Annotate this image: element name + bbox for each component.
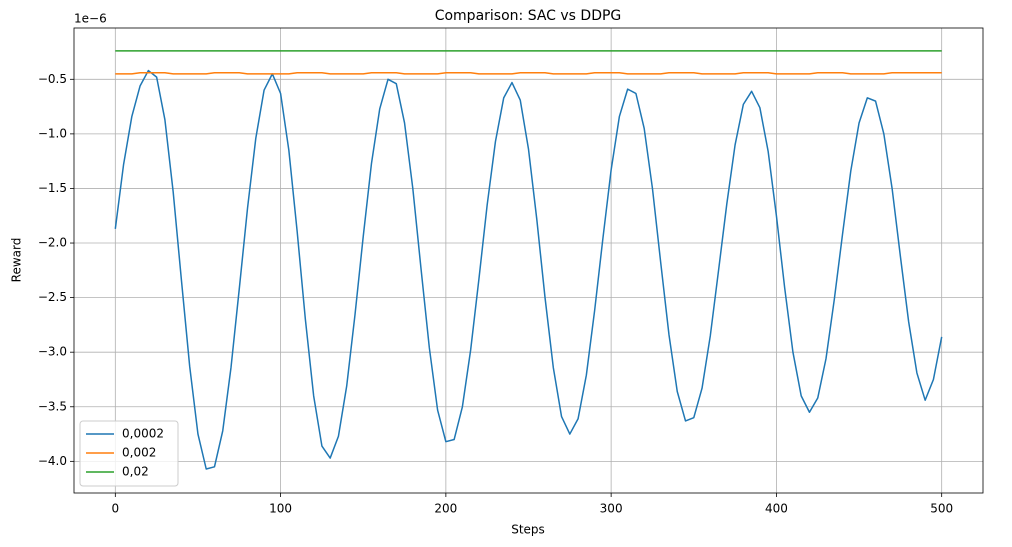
x-tick-label: 300 bbox=[600, 502, 623, 516]
y-tick-label: −4.0 bbox=[38, 454, 67, 468]
x-tick-label: 400 bbox=[765, 502, 788, 516]
plot-frame bbox=[73, 27, 984, 494]
legend-label: 0,002 bbox=[122, 446, 156, 460]
legend-box bbox=[79, 420, 179, 487]
chart-title: Comparison: SAC vs DDPG bbox=[435, 8, 622, 24]
y-axis-label: Reward bbox=[10, 238, 24, 283]
series-line bbox=[115, 72, 942, 75]
y-offset-label: 1e−6 bbox=[74, 12, 107, 26]
y-tick-label: −2.5 bbox=[38, 290, 67, 304]
x-tick-label: 0 bbox=[111, 502, 119, 516]
y-tick-label: −2.0 bbox=[38, 236, 67, 250]
y-tick-label: −3.5 bbox=[38, 399, 67, 413]
x-tick-label: 500 bbox=[930, 502, 953, 516]
series-line bbox=[114, 69, 943, 470]
y-tick-label: −3.0 bbox=[38, 345, 67, 359]
y-tick-label: −1.5 bbox=[38, 181, 67, 195]
legend: 0,0002 0,002 0,02 bbox=[79, 420, 179, 487]
y-tick-label: −0.5 bbox=[38, 72, 67, 86]
legend-label: 0,0002 bbox=[122, 427, 164, 441]
y-tick-label: −1.0 bbox=[38, 126, 67, 140]
legend-label: 0,02 bbox=[122, 465, 149, 479]
x-tick-label: 100 bbox=[269, 502, 292, 516]
x-tick-label: 200 bbox=[434, 502, 457, 516]
x-axis-label: Steps bbox=[511, 523, 545, 537]
